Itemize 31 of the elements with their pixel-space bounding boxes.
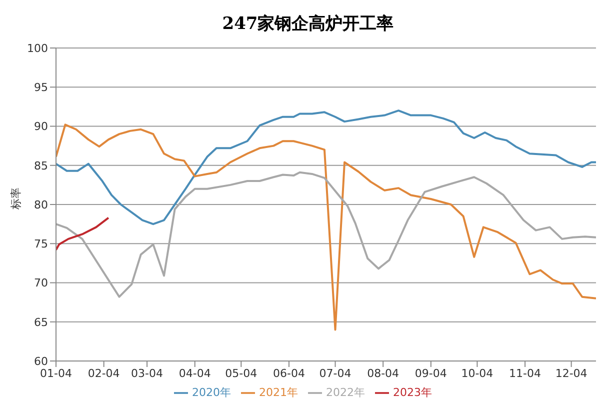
y-tick-label: 85 (34, 159, 48, 172)
x-tick-label: 05-04 (225, 366, 258, 380)
x-tick-label: 06-04 (272, 366, 305, 380)
x-tick-label: 09-04 (414, 366, 447, 380)
x-tick-label: 08-04 (367, 366, 400, 380)
x-tick-label: 03-04 (131, 366, 164, 380)
y-tick-label: 65 (34, 316, 48, 329)
legend-label: 2023年 (393, 386, 432, 399)
line-series (56, 171, 596, 298)
y-axis-title: 标率 (8, 187, 24, 209)
chart-title: 247家钢企高炉开工率 (221, 13, 395, 36)
legend-label: 2022年 (326, 386, 365, 399)
legend-label: 2020年 (192, 386, 231, 399)
y-tick-label: 90 (34, 120, 48, 134)
y-tick-label: 95 (34, 81, 48, 94)
line-series (56, 124, 596, 331)
y-tick-label: 80 (34, 198, 48, 212)
y-tick-label: 75 (34, 238, 48, 251)
x-tick-label: 01-04 (40, 366, 72, 380)
x-tick-label: 02-04 (88, 366, 120, 380)
line-series (56, 110, 596, 226)
x-tick-label: 04-04 (178, 366, 211, 380)
x-tick-label: 12-04 (555, 366, 588, 380)
y-tick-label: 100 (27, 42, 48, 55)
x-tick-label: 11-04 (509, 366, 542, 380)
line-series (56, 216, 110, 251)
x-tick-label: 07-04 (319, 366, 352, 380)
y-tick-label: 60 (34, 354, 48, 368)
x-tick-label: 10-04 (461, 366, 494, 380)
legend-label: 2021年 (259, 386, 298, 399)
y-tick-label: 70 (34, 276, 48, 290)
